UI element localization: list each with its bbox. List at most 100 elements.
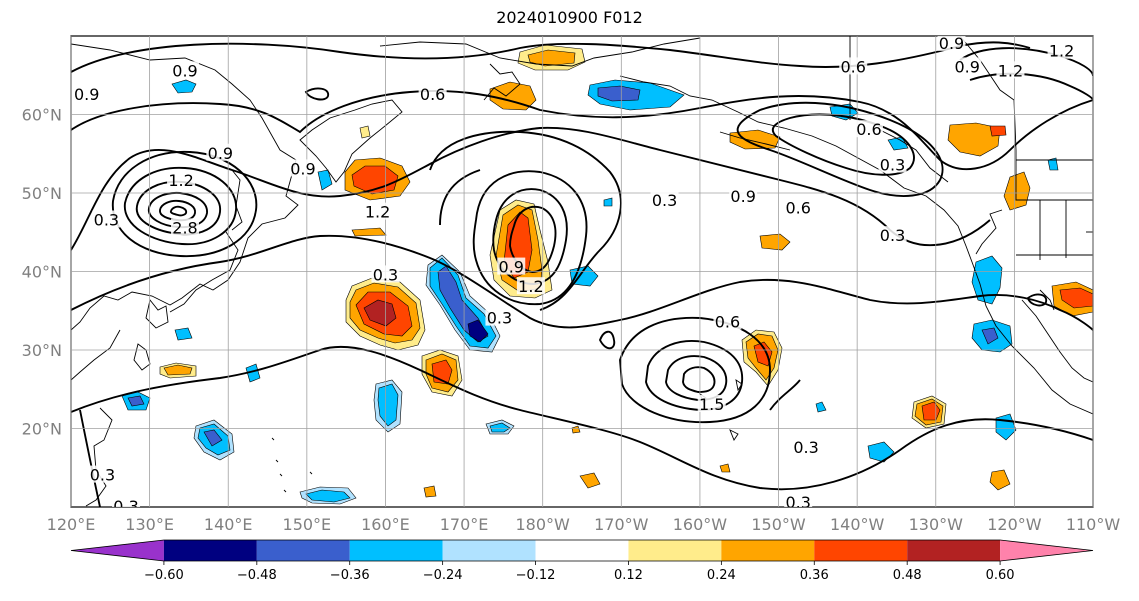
contour-label: 0.6 <box>785 199 810 218</box>
contour-label: 0.6 <box>840 57 865 76</box>
contour-label: 0.3 <box>373 265 398 284</box>
contour-label: 0.3 <box>487 309 512 328</box>
lat-tick-label: 40°N <box>22 263 62 282</box>
contour-label-bg <box>650 190 679 208</box>
contour-labels: 0.9 0.9 0.6 0.6 0.6 0.3 0.9 0.6 0.3 0.9 0.9 1.2 1.2 0… <box>72 34 1076 512</box>
contour-label-bg <box>288 159 317 177</box>
contour-label: 0.9 <box>290 159 315 178</box>
contour-label-bg <box>170 218 199 236</box>
lat-tick-label: 60°N <box>22 106 62 125</box>
lon-tick-label: 160°E <box>361 515 410 534</box>
lon-tick-label: 170°E <box>440 515 489 534</box>
contour-label-bg <box>878 155 907 173</box>
lon-tick-label: 150°E <box>283 515 332 534</box>
colorbar-segment <box>71 540 164 561</box>
contour-label: 2.8 <box>172 218 197 237</box>
colorbar-segment <box>442 540 536 561</box>
lon-tick-label: 160°W <box>673 515 728 534</box>
contour-label: 0.9 <box>939 34 964 53</box>
contour-label-bg <box>112 497 141 507</box>
contour-label: 0.9 <box>208 144 233 163</box>
contour-label: 0.9 <box>730 187 755 206</box>
contour-label-bg <box>170 61 199 79</box>
colorbar-segment <box>907 540 1001 561</box>
colorbar-label: −0.36 <box>330 568 370 583</box>
lon-tick-label: 140°W <box>830 515 885 534</box>
contour-label: 0.3 <box>652 191 677 210</box>
contour-label-bg <box>363 202 392 220</box>
contour-label: 0.3 <box>880 226 905 245</box>
contour-label-bg <box>206 143 235 161</box>
contour-label: 0.3 <box>880 156 905 175</box>
lon-tick-label: 120°E <box>47 515 96 534</box>
colorbar-segment <box>721 540 815 561</box>
contour-label: 1.5 <box>699 395 724 414</box>
colorbar-label: 0.24 <box>707 568 736 583</box>
colorbar-label: −0.48 <box>237 568 277 583</box>
gridlines <box>70 36 1094 507</box>
contour-label-bg <box>88 465 117 483</box>
contour-label-bg <box>784 493 813 507</box>
contour-label: 0.6 <box>715 313 740 332</box>
longitude-tick-labels: 120°E 130°E 140°E 150°E 160°E 170°E 180°W 170°W… <box>47 515 1121 534</box>
contour-label-bg <box>92 210 121 228</box>
colorbar-segment <box>1000 540 1093 561</box>
contour-label-bg <box>72 84 101 102</box>
colorbar-label: 0.48 <box>893 568 922 583</box>
contour-label: 0.3 <box>785 493 810 512</box>
colorbar-label: −0.60 <box>144 568 184 583</box>
contour-label: 1.2 <box>168 171 193 190</box>
lat-tick-label: 50°N <box>22 184 62 203</box>
contour-label-bg <box>854 120 883 138</box>
contour-label-bg <box>996 61 1025 79</box>
lat-tick-label: 20°N <box>22 420 62 439</box>
lon-tick-label: 170°W <box>594 515 649 534</box>
contour-label: 0.3 <box>793 438 818 457</box>
contour-label-bg <box>792 438 821 456</box>
contour-label: 1.2 <box>365 203 390 222</box>
colorbar-segment <box>256 540 350 561</box>
colorbar: −0.60 −0.48 −0.36 −0.24 −0.12 0.12 0.24 0.36 0.4… <box>70 539 1094 583</box>
contour-label: 1.2 <box>1049 42 1074 61</box>
colorbar-segment <box>628 540 722 561</box>
contour-label-bg <box>729 186 758 204</box>
colorbar-segment <box>535 540 629 561</box>
colorbar-segment <box>163 540 257 561</box>
contour-label: 0.9 <box>74 85 99 104</box>
contour-lines <box>71 41 1093 507</box>
contour-label: 1.2 <box>998 61 1023 80</box>
contour-label-bg <box>418 84 447 102</box>
lon-tick-label: 180°W <box>516 515 571 534</box>
lon-tick-label: 140°E <box>204 515 253 534</box>
contour-label-bg <box>937 36 966 51</box>
lon-tick-label: 110°W <box>1066 515 1121 534</box>
colorbar-segment <box>814 540 908 561</box>
contour-label-bg <box>953 57 982 75</box>
contour-label-bg <box>167 171 196 189</box>
latitude-tick-labels: 20°N 30°N 40°N 50°N 60°N <box>22 106 62 439</box>
lon-tick-label: 130°W <box>909 515 964 534</box>
contour-label: 0.6 <box>856 120 881 139</box>
colorbar-label: −0.24 <box>423 568 463 583</box>
lon-tick-label: 130°E <box>125 515 174 534</box>
colorbar-segment <box>349 540 443 561</box>
contour-label: 1.2 <box>518 277 543 296</box>
contour-label: 0.9 <box>954 57 979 76</box>
contour-label: 0.6 <box>420 85 445 104</box>
contour-label-bg <box>784 198 813 216</box>
colorbar-label: −0.12 <box>516 568 556 583</box>
contour-label: 0.3 <box>90 466 115 485</box>
contour-label-bg <box>516 277 545 295</box>
colorbar-label: 0.36 <box>800 568 829 583</box>
contour-label-bg <box>697 394 726 412</box>
contour-label-bg <box>878 226 907 244</box>
contour-label-bg <box>371 265 400 283</box>
coastlines <box>71 36 1093 507</box>
contour-label-bg <box>497 257 526 275</box>
contour-label-bg <box>713 312 742 330</box>
shaded-field <box>121 44 1093 505</box>
contour-label: 0.9 <box>172 61 197 80</box>
contour-label-bg <box>839 57 868 75</box>
lon-tick-label: 120°W <box>987 515 1042 534</box>
